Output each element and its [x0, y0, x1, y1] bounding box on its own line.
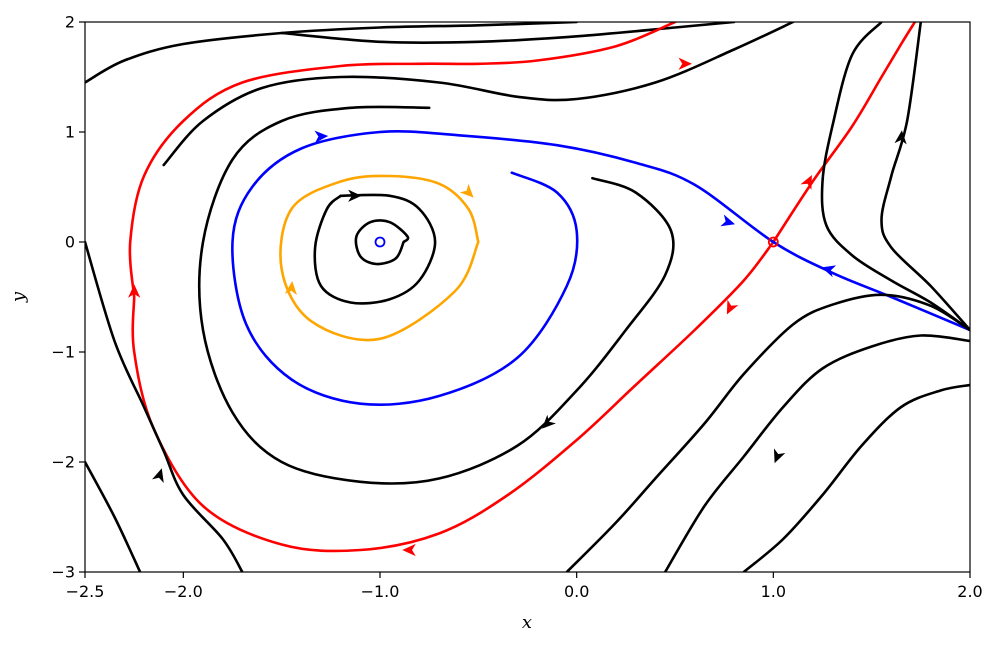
flow-arrow-3: [459, 183, 474, 198]
trajectory-11: [313, 193, 437, 305]
trajectory-15: [565, 293, 970, 572]
flow-arrow-12: [542, 414, 556, 429]
trajectory-10: [279, 174, 480, 342]
y-axis-ticks: −3 −2 −1 0 1 2: [51, 13, 85, 582]
trajectory-9: [231, 129, 970, 407]
fixed-point-saddle: [767, 236, 779, 248]
flow-arrow-10: [402, 543, 416, 557]
plot-frame: [84, 21, 971, 573]
flow-arrow-13: [773, 448, 786, 464]
fixed-point-center: [374, 236, 386, 248]
trajectory-8: [198, 105, 675, 485]
trajectory-16: [663, 334, 970, 572]
flow-arrow-1: [314, 130, 329, 143]
x-tick-label: 1.0: [761, 582, 786, 601]
x-tick-label: −2.5: [66, 582, 105, 601]
trajectory-3: [128, 22, 677, 299]
flow-arrow-8: [726, 299, 739, 315]
y-tick-label: −3: [51, 563, 75, 582]
fixed-points: [374, 236, 779, 248]
x-axis-label: x: [522, 612, 532, 633]
x-tick-label: −1.0: [361, 582, 400, 601]
trajectory-17: [742, 383, 970, 572]
y-tick-label: 2: [65, 13, 75, 32]
y-tick-label: 0: [65, 233, 75, 252]
flow-arrow-9: [128, 284, 141, 298]
flow-arrow-7: [800, 175, 812, 190]
x-tick-label: −2.0: [164, 582, 203, 601]
x-tick-label: 2.0: [957, 582, 982, 601]
trajectory-1: [280, 22, 736, 45]
trajectory-2: [162, 22, 795, 167]
trajectory-13: [820, 22, 970, 332]
trajectory-6: [85, 460, 142, 572]
flow-arrow-11: [152, 468, 164, 483]
trajectory-4: [131, 240, 775, 553]
y-tick-label: −1: [51, 343, 75, 362]
trajectory-7: [85, 240, 244, 572]
y-axis-label: y: [8, 291, 29, 303]
flow-arrow-5: [720, 214, 736, 227]
trajectory-0: [85, 22, 578, 84]
trajectory-14: [880, 22, 970, 332]
trajectory-12: [354, 219, 410, 266]
x-tick-label: 0.0: [564, 582, 589, 601]
flow-arrows: [128, 57, 907, 557]
flow-arrow-2: [348, 189, 362, 202]
y-tick-label: −2: [51, 453, 75, 472]
trajectory-5: [772, 22, 917, 244]
trajectories: [85, 22, 970, 572]
y-tick-label: 1: [65, 123, 75, 142]
flow-arrow-14: [894, 130, 907, 145]
flow-arrow-0: [678, 57, 693, 70]
x-axis-ticks: −2.5 −2.0 −1.0 0.0 1.0 2.0: [66, 572, 983, 601]
flow-arrow-6: [821, 265, 837, 278]
flow-arrow-4: [284, 281, 297, 296]
